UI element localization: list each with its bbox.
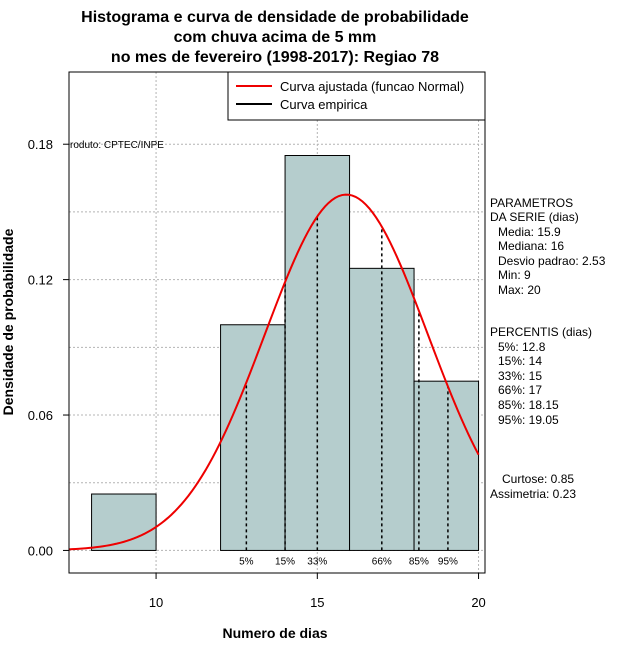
chart-title-line-1: Histograma e curva de densidade de proba… — [81, 9, 469, 26]
legend-box — [227, 71, 486, 121]
y-tick-label: 0.12 — [28, 273, 53, 288]
axes: 10 15 20 0.00 0.06 0.12 0.18 — [28, 137, 486, 610]
normal-curve-layer — [68, 193, 480, 551]
legend-entry-normal: Curva ajustada (funcao Normal) — [280, 79, 464, 94]
percentile-line-label: 15% — [275, 556, 295, 567]
parameter-max: Max: 20 — [498, 283, 541, 297]
y-tick-label: 0.06 — [28, 408, 53, 423]
percentile-15: 15%: 14 — [498, 354, 542, 368]
x-tick-label: 20 — [471, 595, 485, 610]
percentile-line-label: 5% — [239, 556, 254, 567]
chart-title-line-3: no mes de fevereiro (1998-2017): Regiao … — [111, 49, 439, 66]
percentile-5: 5%: 12.8 — [498, 340, 546, 354]
histogram-bars — [91, 155, 480, 551]
parameters-heading-1: PARAMETROS — [490, 196, 573, 210]
percentile-33: 33%: 15 — [498, 369, 542, 383]
percentiles-heading: PERCENTIS (dias) — [490, 325, 592, 339]
y-tick-label: 0.18 — [28, 137, 53, 152]
percentile-85: 85%: 18.15 — [498, 398, 559, 412]
normal-curve — [68, 193, 480, 551]
percentile-line-label: 95% — [438, 556, 458, 567]
percentile-66: 66%: 17 — [498, 383, 542, 397]
y-tick-label: 0.00 — [28, 543, 53, 558]
parameter-mean: Media: 15.9 — [498, 225, 561, 239]
parameter-median: Mediana: 16 — [498, 239, 564, 253]
kurtosis-value: Curtose: 0.85 — [502, 472, 574, 486]
credit-text: roduto: CPTEC/INPE — [70, 140, 164, 151]
x-tick-label: 10 — [149, 595, 163, 610]
percentile-lines: 5% 15% 33% 66% 85% 95% — [239, 216, 458, 567]
x-tick-label: 15 — [310, 595, 324, 610]
histogram-bar — [220, 324, 286, 551]
y-axis-title: Densidade de probabilidade — [0, 228, 16, 415]
percentile-95: 95%: 19.05 — [498, 413, 559, 427]
statistics-panel: PARAMETROS DA SERIE (dias) Media: 15.9 M… — [490, 196, 606, 501]
histogram-bar — [413, 380, 480, 551]
skewness-value: Assimetria: 0.23 — [490, 487, 576, 501]
percentile-line-label: 66% — [372, 556, 392, 567]
x-axis-title: Numero de dias — [222, 625, 327, 641]
legend-entry-empirical: Curva empirica — [280, 97, 368, 112]
chart-title-line-2: com chuva acima de 5 mm — [174, 29, 377, 46]
percentile-line-label: 33% — [307, 556, 327, 567]
legend: Curva ajustada (funcao Normal) Curva emp… — [227, 71, 486, 121]
parameter-sd: Desvio padrao: 2.53 — [498, 254, 606, 268]
parameters-heading-2: DA SERIE (dias) — [490, 210, 579, 224]
parameter-min: Min: 9 — [498, 268, 531, 282]
percentile-line-label: 85% — [409, 556, 429, 567]
